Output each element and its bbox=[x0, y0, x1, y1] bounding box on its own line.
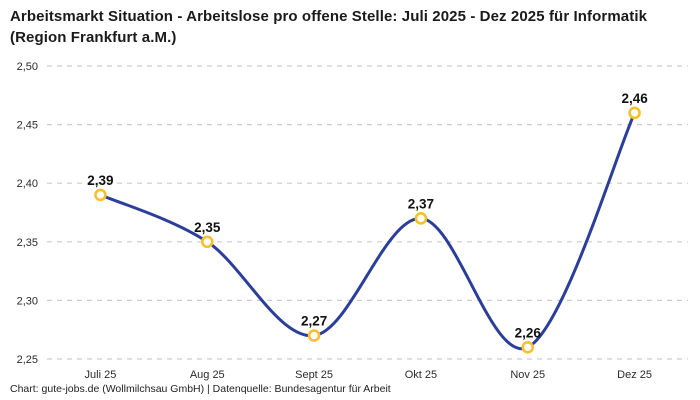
y-axis-tick-label: 2,30 bbox=[17, 295, 38, 307]
x-axis-tick-label: Okt 25 bbox=[405, 369, 437, 381]
data-point-marker bbox=[521, 340, 535, 354]
y-axis-tick-label: 2,50 bbox=[17, 61, 38, 73]
x-axis-tick-label: Dez 25 bbox=[617, 369, 652, 381]
y-axis-tick-label: 2,35 bbox=[17, 237, 38, 249]
data-point-marker bbox=[307, 329, 321, 342]
data-point-label: 2,46 bbox=[621, 91, 648, 106]
chart-title: Arbeitsmarkt Situation - Arbeitslose pro… bbox=[10, 8, 648, 46]
data-point-marker bbox=[200, 235, 214, 249]
x-axis-tick-label: Nov 25 bbox=[510, 369, 545, 381]
y-axis-tick-label: 2,45 bbox=[17, 120, 38, 132]
x-axis-tick-label: Juli 25 bbox=[85, 369, 117, 381]
y-axis-tick-label: 2,25 bbox=[17, 354, 38, 366]
data-point-label: 2,35 bbox=[194, 220, 221, 235]
data-point-label: 2,39 bbox=[87, 173, 113, 188]
chart-source-footer: Chart: gute-jobs.de (Wollmilchsau GmbH) … bbox=[10, 383, 391, 395]
data-point-label: 2,27 bbox=[301, 314, 327, 329]
data-point-marker bbox=[628, 106, 641, 120]
y-axis-tick-label: 2,40 bbox=[17, 178, 38, 190]
x-axis-tick-label: Aug 25 bbox=[190, 369, 225, 381]
data-line bbox=[98, 111, 637, 351]
data-point-marker bbox=[94, 188, 107, 202]
data-point-marker bbox=[414, 212, 428, 225]
x-axis-tick-label: Sept 25 bbox=[295, 369, 333, 381]
data-point-label: 2,26 bbox=[515, 325, 542, 340]
data-point-label: 2,37 bbox=[408, 196, 434, 211]
